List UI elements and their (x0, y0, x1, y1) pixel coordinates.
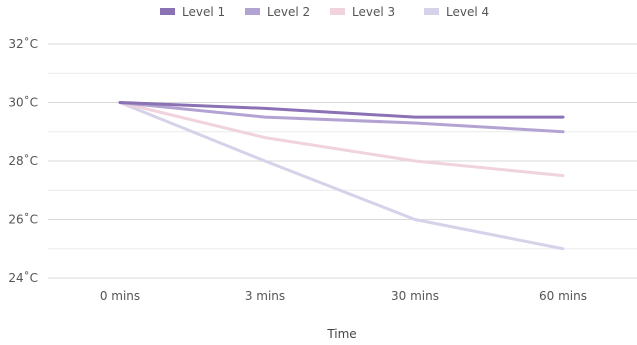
y-tick-label: 28˚C (8, 153, 38, 168)
y-tick-label: 24˚C (8, 270, 38, 285)
legend-swatch (160, 8, 175, 15)
series-lines (118, 101, 565, 251)
x-axis-title: Time (326, 327, 356, 341)
x-tick-label: 30 mins (391, 289, 439, 303)
legend-swatch (245, 8, 260, 15)
y-tick-label: 32˚C (8, 36, 38, 51)
gridlines (48, 43, 637, 279)
y-tick-label: 30˚C (8, 95, 38, 110)
legend-label: Level 2 (267, 5, 310, 19)
legend-swatch (424, 8, 439, 15)
x-axis-ticks: 0 mins 3 mins 30 mins 60 mins (100, 289, 587, 303)
series-line-level-2 (118, 101, 565, 134)
legend-label: Level 1 (182, 5, 225, 19)
series-line-level-1 (118, 101, 565, 119)
legend-swatch (330, 8, 345, 15)
x-tick-label: 0 mins (100, 289, 140, 303)
x-tick-label: 3 mins (245, 289, 285, 303)
y-tick-label: 26˚C (8, 212, 38, 227)
series-line-level-3 (118, 101, 565, 178)
legend: Level 1 Level 2 Level 3 Level 4 (160, 5, 489, 19)
legend-label: Level 4 (446, 5, 489, 19)
y-axis-ticks: 24˚C 26˚C 28˚C 30˚C 32˚C (8, 36, 38, 285)
legend-label: Level 3 (352, 5, 395, 19)
series-line-level-4 (118, 101, 565, 251)
x-tick-label: 60 mins (539, 289, 587, 303)
